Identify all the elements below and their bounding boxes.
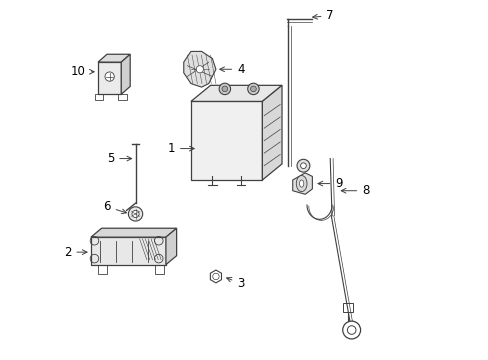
Ellipse shape [296,176,306,192]
Text: 8: 8 [341,184,369,197]
Polygon shape [98,54,130,62]
Circle shape [196,66,203,73]
Text: 2: 2 [64,246,87,258]
Polygon shape [262,85,282,180]
Text: 5: 5 [107,152,131,165]
Text: 7: 7 [312,9,333,22]
Polygon shape [165,228,176,265]
Circle shape [250,86,256,92]
Circle shape [219,83,230,95]
Text: 9: 9 [317,177,342,190]
Circle shape [222,86,227,92]
Circle shape [296,159,309,172]
Circle shape [128,207,142,221]
Polygon shape [183,51,216,87]
Polygon shape [121,54,130,94]
Polygon shape [190,85,282,102]
Polygon shape [292,173,312,194]
Circle shape [247,83,259,95]
Text: 4: 4 [219,63,244,76]
Circle shape [105,72,114,81]
Circle shape [132,210,139,217]
Polygon shape [98,62,121,94]
Text: 6: 6 [103,200,126,214]
Text: 10: 10 [71,65,94,78]
Polygon shape [190,102,262,180]
Text: 1: 1 [167,142,194,155]
Ellipse shape [299,180,303,187]
Polygon shape [91,228,176,237]
Text: 3: 3 [226,277,244,290]
Polygon shape [91,237,165,265]
Circle shape [300,163,305,168]
